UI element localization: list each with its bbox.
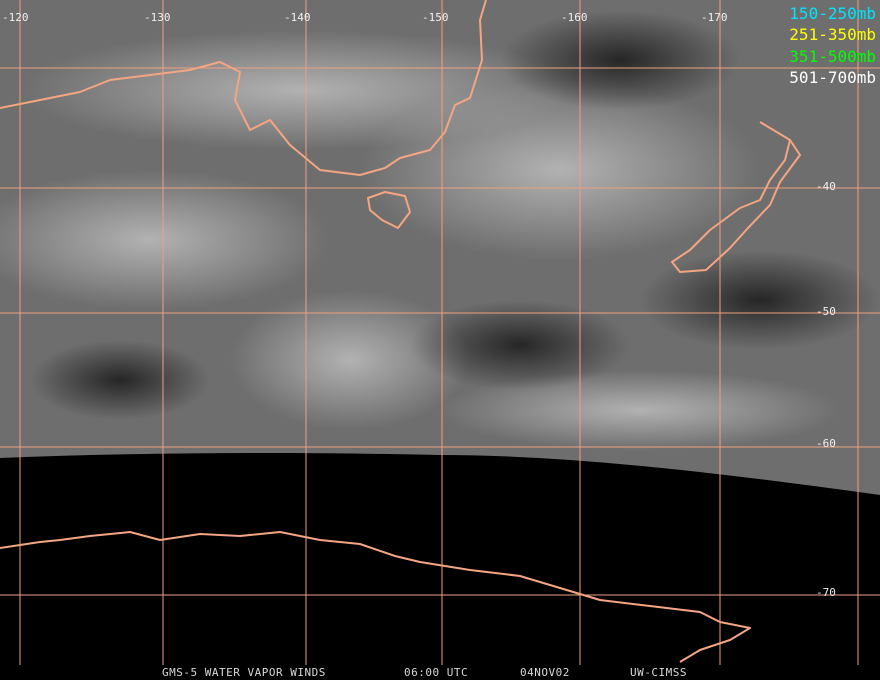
footer: GMS-5 WATER VAPOR WINDS 06:00 UTC 04NOV0… [162,666,687,679]
footer-text: UW-CIMSS [630,666,687,679]
longitude-label: -120 [2,11,29,24]
latitude-label: -60 [816,437,836,450]
legend-entry: 501-700mb [789,68,876,87]
footer-text: 04NOV02 [520,666,570,679]
latitude-label: -70 [816,586,836,599]
graticule [0,0,880,665]
longitude-label: -130 [144,11,171,24]
footer-text: GMS-5 WATER VAPOR WINDS [162,666,326,679]
longitude-label: -170 [701,11,728,24]
footer-text: 06:00 UTC [404,666,468,679]
longitude-label: -150 [422,11,449,24]
cloud-features [0,10,880,450]
legend-entry: 251-350mb [789,25,876,44]
legend-entry: 351-500mb [789,47,876,66]
latitude-labels: -40 -50 -60 -70 [816,180,836,599]
legend-entry: 150-250mb [789,4,876,23]
longitude-label: -160 [561,11,588,24]
longitude-label: -140 [284,11,311,24]
legend: 150-250mb 251-350mb 351-500mb 501-700mb [789,4,876,87]
coastlines [0,0,801,663]
longitude-labels: -120 -130 -140 -150 -160 -170 [2,11,728,24]
latitude-label: -40 [816,180,836,193]
latitude-label: -50 [816,305,836,318]
